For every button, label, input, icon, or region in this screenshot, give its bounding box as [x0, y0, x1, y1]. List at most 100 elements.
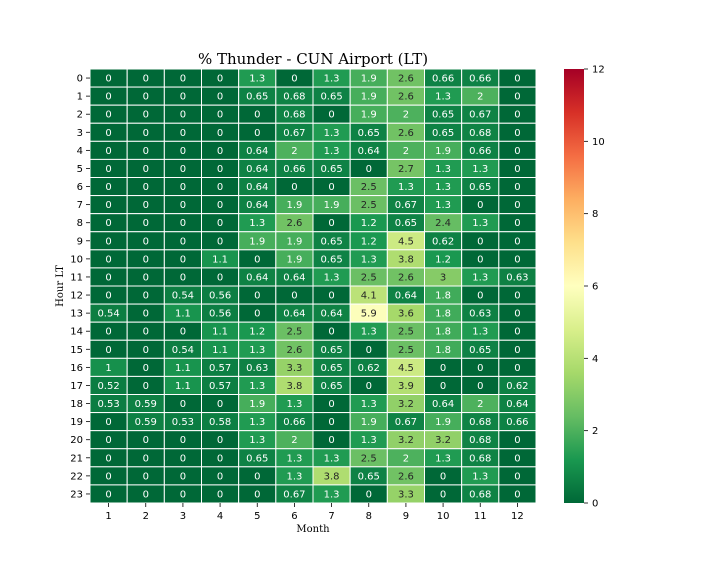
cell-label: 0.65 [246, 92, 268, 103]
cell-label: 0 [217, 128, 223, 139]
y-tick-label: 5 [77, 164, 83, 175]
cell-label: 0 [514, 291, 520, 302]
cell-label: 0.56 [209, 291, 231, 302]
cell-label: 1.8 [435, 345, 451, 356]
cell-label: 2.5 [361, 453, 377, 464]
cell-label: 0 [143, 218, 149, 229]
cell-label: 3.3 [398, 489, 414, 500]
cell-label: 1.3 [472, 272, 488, 283]
cell-label: 0 [105, 218, 111, 229]
cell-label: 0 [105, 453, 111, 464]
colorbar [564, 69, 584, 503]
cell-label: 1.1 [175, 363, 191, 374]
cell-label: 0.54 [97, 309, 119, 320]
cell-label: 2.7 [398, 164, 414, 175]
cell-label: 1.1 [212, 254, 228, 265]
cell-label: 0.65 [395, 218, 417, 229]
cell-label: 0 [105, 182, 111, 193]
cell-label: 0.67 [395, 200, 417, 211]
y-tick-label: 15 [70, 345, 83, 356]
cell-label: 0 [105, 417, 111, 428]
cell-label: 0.65 [432, 110, 454, 121]
y-tick-label: 1 [77, 92, 83, 103]
cell-label: 0 [440, 363, 446, 374]
cell-label: 1.9 [361, 74, 377, 85]
cell-label: 0.65 [358, 128, 380, 139]
cell-label: 0.68 [469, 453, 491, 464]
colorbar-tick-label: 12 [592, 65, 605, 76]
cell-label: 0 [217, 272, 223, 283]
cell-label: 0 [143, 471, 149, 482]
cell-label: 0 [291, 291, 297, 302]
cell-label: 2.5 [398, 327, 414, 338]
cell-label: 0.64 [246, 182, 268, 193]
cell-label: 0 [180, 164, 186, 175]
cell-label: 0 [254, 128, 260, 139]
cell-label: 1.9 [435, 146, 451, 157]
y-tick-label: 22 [70, 471, 83, 482]
cell-label: 1.3 [435, 453, 451, 464]
cell-label: 1.9 [286, 200, 302, 211]
cell-label: 0.57 [209, 381, 231, 392]
cell-label: 1.3 [249, 435, 265, 446]
cell-label: 0 [143, 128, 149, 139]
cell-label: 0.64 [358, 146, 380, 157]
cell-label: 0 [254, 309, 260, 320]
cell-label: 0 [143, 164, 149, 175]
cell-label: 0 [514, 182, 520, 193]
cell-label: 1.8 [435, 309, 451, 320]
cell-label: 4.5 [398, 363, 414, 374]
cell-label: 1.3 [472, 218, 488, 229]
cell-label: 1.3 [472, 327, 488, 338]
cell-label: 0 [514, 453, 520, 464]
cell-label: 1.1 [212, 327, 228, 338]
cell-label: 1.3 [249, 74, 265, 85]
cell-label: 0.65 [358, 471, 380, 482]
cell-label: 0 [440, 381, 446, 392]
cell-label: 0 [105, 345, 111, 356]
cell-label: 0 [143, 291, 149, 302]
cell-label: 1.2 [361, 218, 377, 229]
cell-label: 0.65 [246, 453, 268, 464]
cell-label: 0.67 [395, 417, 417, 428]
cell-label: 0 [105, 254, 111, 265]
cell-label: 0 [328, 417, 334, 428]
cell-label: 0.54 [172, 291, 194, 302]
cell-label: 0 [366, 381, 372, 392]
cell-label: 0 [105, 200, 111, 211]
cell-label: 0 [328, 218, 334, 229]
cell-label: 0 [514, 327, 520, 338]
cell-label: 0 [180, 435, 186, 446]
cell-label: 0 [477, 291, 483, 302]
cell-label: 0.68 [469, 489, 491, 500]
x-tick-label: 8 [366, 511, 372, 522]
cell-label: 0 [105, 236, 111, 247]
cell-label: 2 [477, 92, 483, 103]
colorbar-tick-label: 10 [592, 137, 605, 148]
cell-label: 0 [217, 236, 223, 247]
cell-label: 1 [105, 363, 111, 374]
cell-label: 1.2 [249, 327, 265, 338]
cell-label: 0 [105, 146, 111, 157]
cell-label: 1.9 [361, 417, 377, 428]
cell-label: 0 [254, 110, 260, 121]
cell-label: 1.9 [361, 110, 377, 121]
colorbar-ticks: 0 2 4 6 8 10 12 [584, 65, 605, 510]
cell-label: 0 [180, 92, 186, 103]
y-tick-label: 10 [70, 254, 83, 265]
cell-label: 0.68 [469, 435, 491, 446]
cell-label: 0 [217, 92, 223, 103]
cell-label: 3.8 [286, 381, 302, 392]
cell-label: 5.9 [361, 309, 377, 320]
cell-label: 1.3 [324, 453, 340, 464]
cell-label: 1.9 [324, 200, 340, 211]
y-tick-label: 11 [70, 272, 83, 283]
cell-label: 0.62 [506, 381, 528, 392]
cell-label: 1.3 [361, 435, 377, 446]
cell-label: 0.64 [246, 200, 268, 211]
cell-label: 0 [366, 489, 372, 500]
cell-label: 2.5 [286, 327, 302, 338]
cell-label: 0 [180, 110, 186, 121]
x-tick-label: 6 [291, 511, 297, 522]
